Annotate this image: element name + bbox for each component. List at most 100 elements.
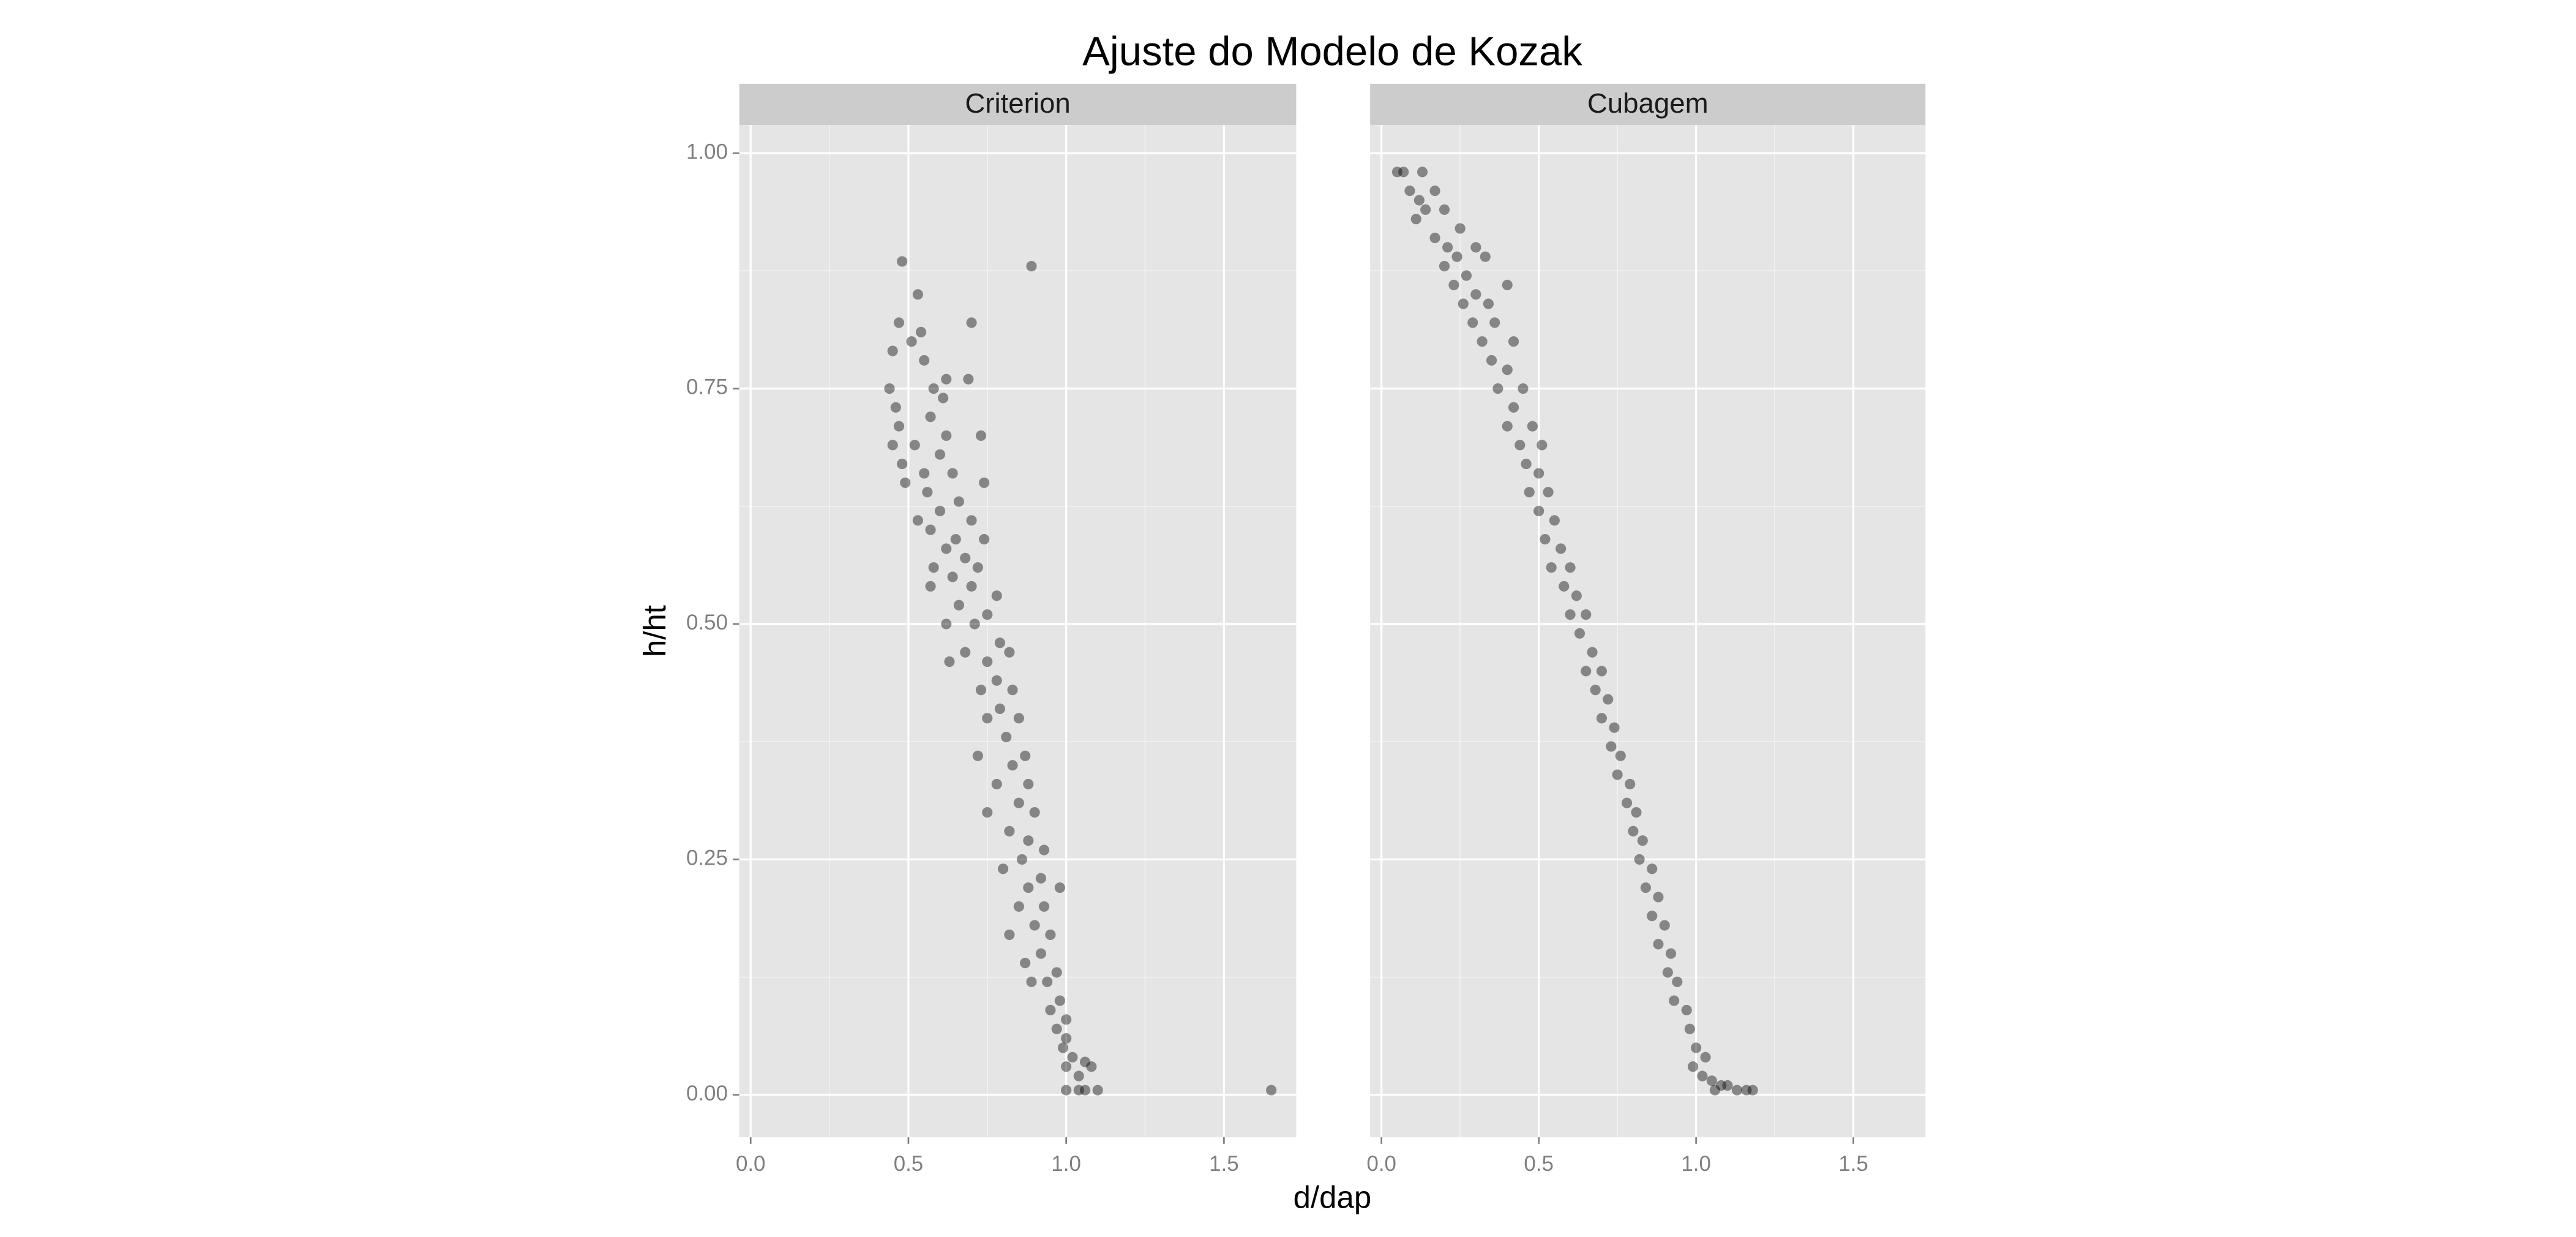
point	[947, 571, 958, 582]
point	[991, 778, 1002, 790]
point	[991, 590, 1002, 601]
y-axis-label: h/ht	[637, 605, 672, 657]
point	[884, 383, 895, 394]
y-tick-label: 0.75	[686, 375, 728, 399]
point	[922, 487, 933, 498]
point	[1007, 760, 1018, 771]
point	[928, 562, 939, 573]
point	[1603, 694, 1614, 705]
point	[979, 477, 990, 488]
point	[1653, 892, 1664, 903]
x-tick-label: 1.5	[1209, 1152, 1238, 1176]
point	[1439, 204, 1450, 215]
point	[1004, 825, 1015, 837]
point	[1684, 1023, 1695, 1034]
point	[1533, 468, 1544, 479]
point	[890, 402, 901, 413]
x-tick-label: 0.0	[736, 1152, 765, 1176]
point	[1413, 195, 1425, 206]
y-tick-label: 0.00	[686, 1081, 728, 1105]
point	[1653, 939, 1664, 950]
point	[1669, 995, 1680, 1006]
point	[1587, 647, 1598, 658]
point	[1051, 967, 1062, 978]
point	[1079, 1056, 1091, 1067]
point	[925, 524, 936, 535]
point	[1061, 1033, 1072, 1044]
point	[975, 430, 987, 442]
point	[1549, 515, 1560, 526]
point	[982, 713, 993, 724]
point	[1023, 835, 1034, 846]
point	[915, 326, 927, 337]
point	[1634, 854, 1645, 865]
point	[991, 675, 1002, 686]
point	[1477, 336, 1488, 347]
point	[982, 656, 993, 667]
point	[1054, 882, 1065, 893]
point	[1455, 223, 1466, 234]
point	[1026, 261, 1037, 272]
point	[1508, 402, 1519, 413]
point	[1716, 1080, 1727, 1091]
point	[1640, 882, 1651, 893]
point	[972, 562, 983, 573]
point	[1023, 778, 1034, 790]
point	[1687, 1061, 1699, 1072]
point	[1662, 967, 1673, 978]
point	[1057, 1042, 1069, 1053]
point	[950, 534, 961, 545]
point	[1429, 232, 1440, 244]
point	[972, 750, 983, 761]
point	[1691, 1042, 1702, 1053]
point	[1483, 298, 1494, 309]
y-tick-label: 0.25	[686, 846, 728, 870]
point	[969, 618, 980, 630]
point	[1420, 204, 1431, 215]
point	[1621, 797, 1633, 808]
point	[1486, 355, 1497, 366]
point	[1391, 167, 1402, 178]
point	[1092, 1085, 1103, 1096]
point	[1029, 806, 1040, 818]
x-axis-label: d/dap	[1294, 1180, 1372, 1215]
point	[1609, 722, 1620, 733]
point	[1448, 279, 1459, 290]
point	[1061, 1061, 1072, 1072]
point	[1559, 581, 1570, 592]
point	[960, 647, 971, 658]
point	[900, 477, 911, 488]
point	[925, 581, 936, 592]
point	[953, 496, 964, 507]
point	[1556, 543, 1567, 554]
point	[1480, 251, 1491, 262]
point	[1565, 609, 1576, 620]
point	[1045, 929, 1056, 941]
point	[1628, 825, 1639, 837]
point	[1571, 590, 1582, 601]
point	[941, 618, 952, 630]
chart-title: Ajuste do Modelo de Kozak	[1082, 28, 1582, 74]
point	[1061, 1014, 1072, 1025]
point	[1451, 251, 1462, 262]
point	[1590, 685, 1601, 696]
point	[1073, 1085, 1084, 1096]
x-tick-label: 0.5	[894, 1152, 923, 1176]
point	[941, 543, 952, 554]
point	[1410, 214, 1421, 225]
point	[1502, 421, 1513, 432]
point	[1492, 383, 1503, 394]
point	[1659, 920, 1670, 931]
point	[997, 863, 1009, 874]
point	[1007, 685, 1018, 696]
point	[1054, 995, 1065, 1006]
point	[1502, 279, 1513, 290]
point	[941, 430, 952, 442]
point	[912, 515, 923, 526]
point	[1533, 505, 1544, 517]
point	[1524, 487, 1535, 498]
point	[1013, 797, 1024, 808]
point	[1615, 750, 1626, 761]
point	[1515, 440, 1526, 451]
